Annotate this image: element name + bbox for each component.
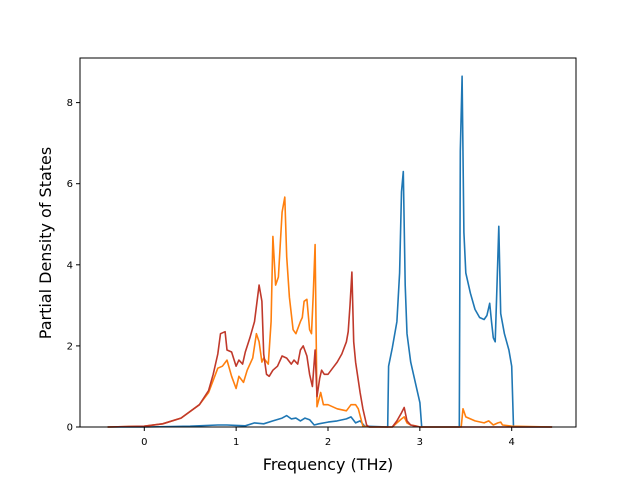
x-tick-label: 2 — [325, 437, 331, 448]
y-tick-label: 4 — [67, 260, 73, 271]
x-axis-ticks: 0 1 2 3 4 — [141, 427, 515, 448]
y-tick-label: 8 — [67, 98, 73, 109]
y-tick-label: 0 — [67, 423, 73, 434]
x-tick-label: 0 — [141, 437, 147, 448]
y-axis-ticks: 0 2 4 6 8 — [67, 98, 80, 434]
y-tick-label: 6 — [67, 179, 73, 190]
y-axis-label: Partial Density of States — [36, 147, 55, 339]
series-line-2 — [107, 271, 553, 428]
x-tick-label: 4 — [509, 437, 515, 448]
x-tick-label: 3 — [417, 437, 423, 448]
y-tick-label: 2 — [67, 341, 73, 352]
x-axis-label: Frequency (THz) — [263, 455, 393, 474]
series-line-0 — [107, 75, 553, 428]
series-line-1 — [107, 196, 553, 428]
series-layer — [107, 75, 553, 428]
x-tick-label: 1 — [233, 437, 239, 448]
